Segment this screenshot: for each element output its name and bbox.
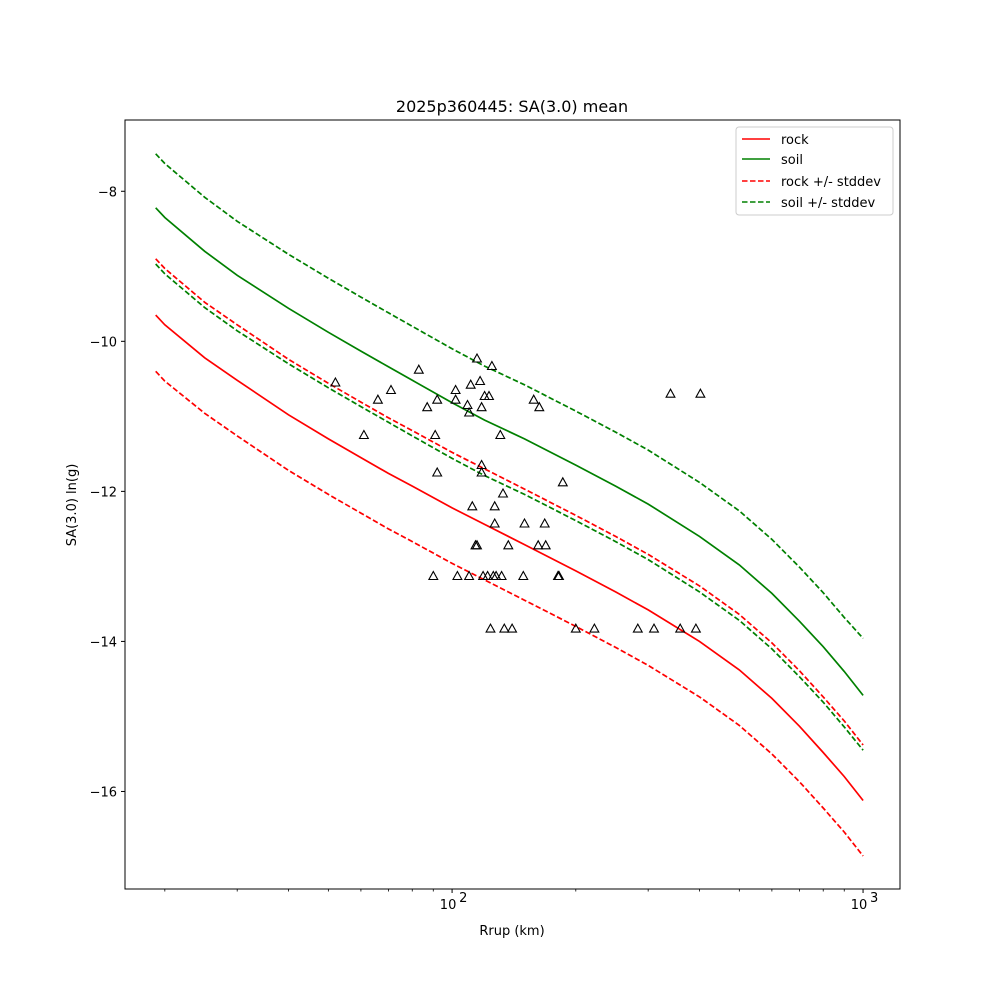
observation-point [429, 429, 441, 440]
observation-point [497, 487, 509, 498]
plot-frame [124, 119, 901, 890]
x-tick-label: 10 [851, 898, 868, 913]
observation-point [413, 364, 425, 374]
y-axis-label: SA(3.0) ln(g) [65, 464, 80, 547]
observation-point [489, 500, 501, 511]
observation-point [695, 388, 706, 398]
observation-point [474, 375, 486, 386]
plot-area [124, 119, 901, 890]
observation-point [450, 384, 461, 395]
observation-point [648, 622, 660, 633]
observation-point [471, 539, 483, 550]
observation-point [540, 539, 552, 550]
legend-label-rock-stddev: rock +/- stddev [781, 175, 881, 190]
legend: rock soil rock +/- stddev soil +/- stdde… [735, 126, 894, 216]
observation-point [632, 622, 644, 633]
x-tick-exponent: 3 [870, 891, 878, 906]
observation-point [589, 622, 600, 633]
observation-point [471, 352, 483, 363]
observation-points [330, 352, 706, 633]
y-tick-label: −16 [90, 785, 117, 800]
observation-point [476, 466, 487, 477]
legend-box [735, 126, 894, 216]
series-line-1 [155, 207, 864, 696]
observation-point [462, 399, 473, 410]
observation-point [427, 570, 439, 581]
observation-point [483, 390, 495, 401]
y-tick-label: −14 [90, 635, 117, 650]
x-tick-label: 10 [440, 898, 457, 913]
legend-label-rock: rock [781, 133, 809, 148]
observation-point [476, 401, 487, 412]
observation-point [528, 394, 540, 404]
observation-point [466, 500, 478, 511]
observation-point [431, 466, 443, 477]
observation-point [496, 570, 507, 581]
observation-point [502, 539, 514, 550]
chart-title: 2025p360445: SA(3.0) mean [396, 97, 628, 116]
y-tick-label: −10 [90, 335, 117, 350]
series-line-5 [155, 263, 864, 751]
series-line-2 [155, 258, 864, 746]
observation-point [358, 429, 370, 440]
observation-point [498, 622, 510, 633]
observation-point [539, 517, 551, 528]
observation-point [372, 394, 384, 404]
y-tick-label: −8 [98, 185, 117, 200]
observation-point [494, 429, 506, 440]
observation-point [553, 570, 565, 581]
y-axis: −16 −14 −12 −10 −8 [90, 185, 125, 800]
observation-point [485, 622, 496, 633]
observation-point [532, 539, 544, 550]
observation-point [465, 379, 477, 389]
observation-point [463, 406, 475, 417]
observation-point [431, 394, 443, 404]
observation-point [533, 401, 545, 412]
x-axis-label: Rrup (km) [479, 924, 544, 939]
observation-point [330, 376, 341, 387]
series-line-0 [155, 314, 864, 802]
x-tick-exponent: 2 [459, 891, 467, 906]
series-line-4 [155, 153, 864, 639]
y-tick-label: −12 [90, 485, 117, 500]
observation-point [486, 360, 498, 371]
observation-point [519, 517, 530, 528]
legend-label-soil-stddev: soil +/- stddev [781, 196, 876, 211]
observation-point [490, 570, 502, 581]
observation-point [506, 622, 518, 633]
x-axis: 10 2 10 3 [164, 889, 878, 913]
observation-point [517, 570, 529, 581]
observation-point [489, 517, 501, 528]
observation-point [421, 401, 433, 412]
observation-point [557, 476, 569, 487]
observation-point [450, 394, 461, 404]
observation-point [570, 622, 582, 633]
observation-point [482, 570, 493, 581]
observation-point [452, 570, 463, 581]
observation-point [690, 622, 702, 633]
observation-point [665, 388, 676, 398]
observation-point [674, 622, 686, 633]
legend-label-soil: soil [781, 153, 803, 168]
series-layer [155, 153, 864, 857]
observation-point [385, 384, 397, 395]
observation-point [463, 570, 475, 581]
series-line-3 [155, 370, 864, 857]
